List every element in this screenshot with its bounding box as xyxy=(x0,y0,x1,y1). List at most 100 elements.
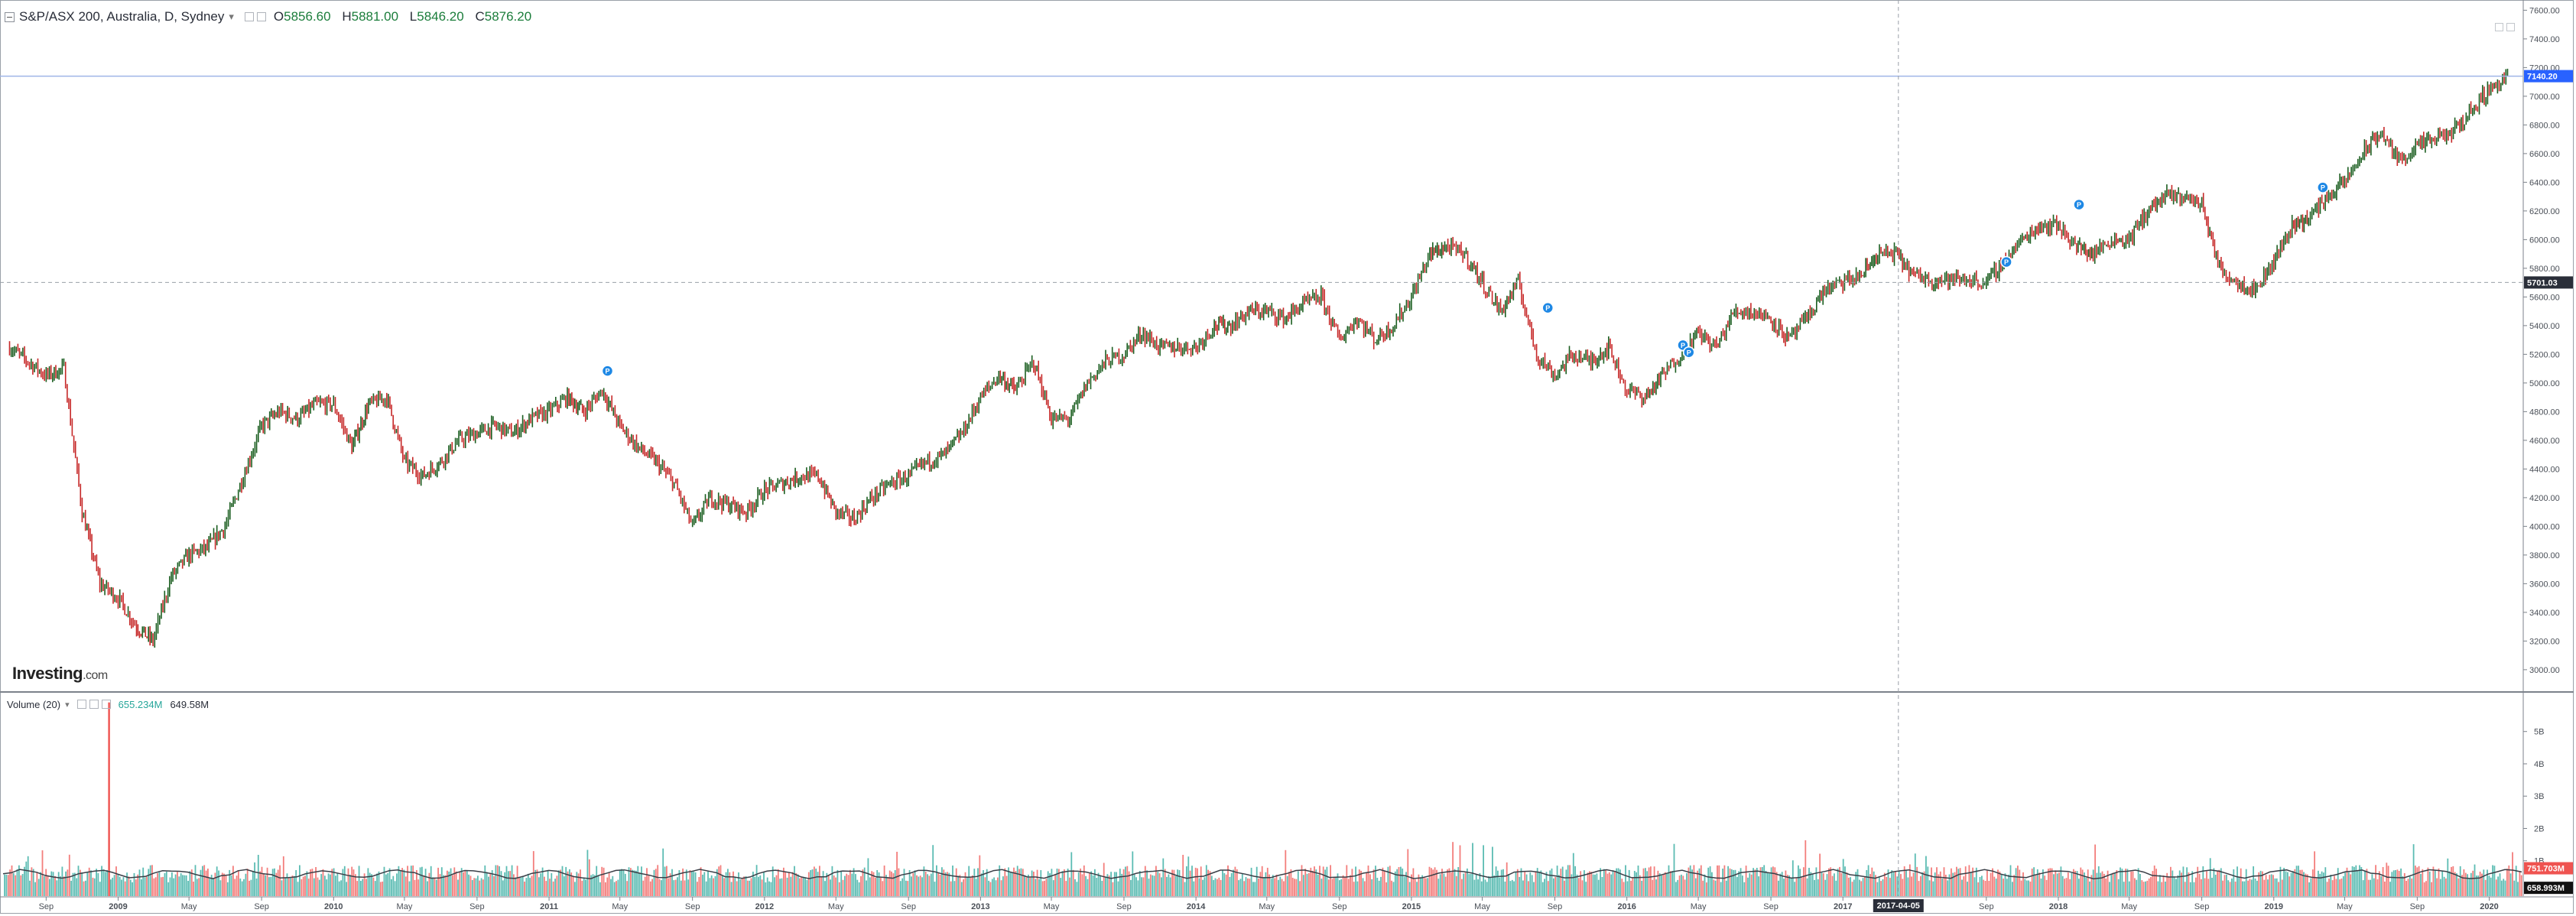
volume-bar xyxy=(142,867,145,896)
price-tick-label: 3800.00 xyxy=(2529,551,2560,560)
volume-bar xyxy=(182,875,184,896)
symbol-title[interactable]: S&P/ASX 200, Australia, D, Sydney xyxy=(19,9,225,24)
volume-bar xyxy=(1790,879,1792,896)
settings-icon[interactable] xyxy=(244,12,254,21)
volume-bar xyxy=(76,878,78,896)
volume-bar xyxy=(680,880,682,896)
settings-icon[interactable] xyxy=(89,700,99,709)
volume-bar xyxy=(2500,880,2503,896)
volume-bar xyxy=(1508,874,1509,896)
volume-bar xyxy=(2214,875,2217,896)
volume-bar xyxy=(1288,872,1290,896)
volume-bar xyxy=(355,874,356,896)
volume-bar xyxy=(2395,870,2396,896)
price-tick-label: 7600.00 xyxy=(2529,6,2560,15)
volume-bar xyxy=(1299,881,1301,896)
volume-bar xyxy=(196,879,198,896)
volume-bar xyxy=(2161,882,2163,896)
volume-bar xyxy=(1928,880,1931,896)
volume-bar xyxy=(853,868,855,896)
eye-icon[interactable] xyxy=(76,700,86,709)
pane-maximize-icon[interactable] xyxy=(2506,23,2515,31)
volume-bar xyxy=(1396,869,1398,896)
volume-bar xyxy=(1939,871,1941,896)
volume-bar xyxy=(1094,869,1096,896)
volume-bar xyxy=(469,875,472,896)
volume-bar xyxy=(1408,882,1411,896)
volume-bar xyxy=(2254,879,2256,896)
volume-bar xyxy=(2085,877,2087,896)
volume-bar xyxy=(592,874,594,896)
pane-collapse-icon[interactable] xyxy=(2495,23,2503,31)
volume-bar xyxy=(2172,870,2174,896)
volume-ma-line xyxy=(2,869,2522,880)
close-icon[interactable] xyxy=(101,700,111,709)
volume-bar xyxy=(234,879,236,896)
volume-bar xyxy=(669,873,671,896)
collapse-icon[interactable] xyxy=(5,11,15,22)
volume-bar xyxy=(1058,869,1060,896)
volume-bar xyxy=(2177,875,2179,896)
volume-bar xyxy=(2166,872,2168,896)
volume-bar xyxy=(1184,882,1186,896)
volume-bar xyxy=(229,869,231,896)
volume-bar xyxy=(2495,879,2497,896)
volume-bar xyxy=(1718,865,1720,896)
chevron-down-icon[interactable]: ▾ xyxy=(65,700,70,710)
volume-bar xyxy=(513,874,515,896)
volume-bar xyxy=(1713,879,1715,896)
volume-bar xyxy=(1612,870,1614,896)
volume-bar xyxy=(975,879,977,896)
volume-bar xyxy=(202,866,203,896)
volume-bar xyxy=(2488,875,2490,896)
volume-bar xyxy=(2165,882,2166,896)
volume-bar xyxy=(299,865,300,896)
volume-bar xyxy=(70,880,72,896)
volume-bar xyxy=(1025,877,1028,896)
volume-bar xyxy=(2308,882,2310,896)
close-icon[interactable] xyxy=(256,12,266,21)
volume-bar xyxy=(1538,872,1540,896)
volume-bar xyxy=(1529,872,1532,896)
time-tick-label: Sep xyxy=(1548,902,1563,911)
volume-bar xyxy=(1005,875,1008,896)
volume-bar xyxy=(1387,866,1389,896)
volume-bar xyxy=(661,880,662,896)
volume-bar xyxy=(1272,875,1274,896)
volume-bar xyxy=(2258,872,2260,896)
volume-bar xyxy=(12,872,15,896)
volume-bar xyxy=(1239,879,1242,896)
volume-bar xyxy=(1101,881,1103,896)
volume-bar xyxy=(891,871,892,896)
volume-bar xyxy=(1626,881,1629,896)
volume-bar xyxy=(252,871,254,896)
volume-bar xyxy=(1657,870,1659,896)
volume-bar xyxy=(685,869,687,896)
volume-bar xyxy=(479,880,481,896)
volume-tick-label: 2B xyxy=(2534,824,2544,833)
volume-bar xyxy=(1630,880,1632,896)
volume-bar xyxy=(1132,851,1134,896)
volume-bar xyxy=(25,861,28,896)
volume-bar xyxy=(2292,871,2294,896)
volume-bar xyxy=(674,879,677,896)
volume-bar xyxy=(1616,868,1618,896)
volume-bar xyxy=(1639,875,1641,896)
volume-bar xyxy=(151,865,153,896)
chevron-down-icon[interactable]: ▾ xyxy=(229,11,234,22)
volume-bar xyxy=(1691,869,1693,896)
volume-title[interactable]: Volume (20) xyxy=(7,698,61,710)
volume-bar xyxy=(835,877,836,896)
volume-bar xyxy=(2181,872,2182,896)
volume-bar xyxy=(468,874,469,896)
volume-bar xyxy=(207,869,209,896)
time-tick-label: 2019 xyxy=(2265,902,2283,911)
volume-bar xyxy=(2373,878,2375,896)
volume-bar xyxy=(2036,869,2038,896)
volume-bar xyxy=(246,869,249,896)
volume-bar xyxy=(846,873,848,896)
volume-bar xyxy=(129,879,132,896)
volume-bar xyxy=(1133,874,1135,896)
volume-bar xyxy=(1846,872,1848,896)
